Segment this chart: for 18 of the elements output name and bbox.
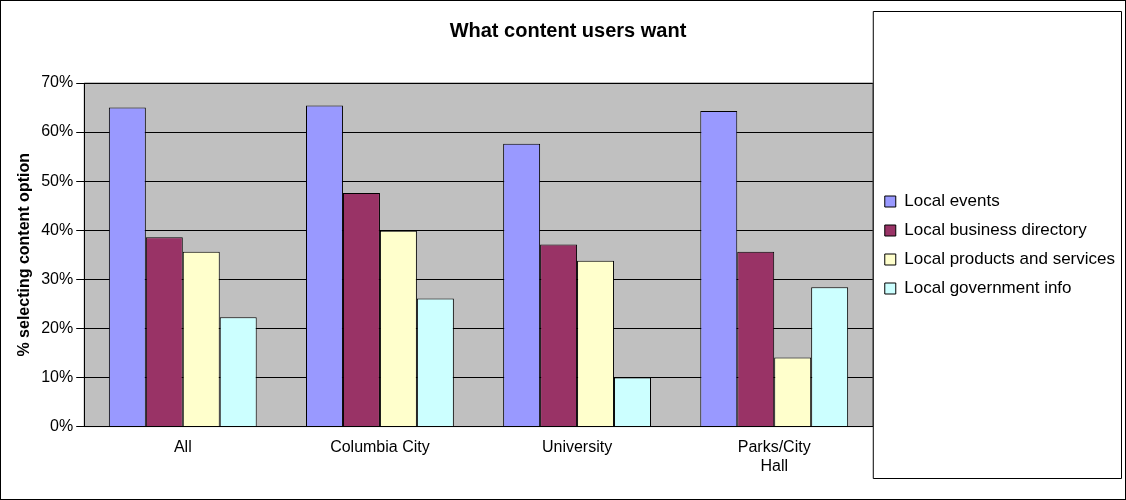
y-tick-label: 70% <box>41 73 74 91</box>
x-tick-label: Parks/City Hall <box>737 437 811 474</box>
y-tick-label: 30% <box>41 269 74 287</box>
x-tick-label: All <box>173 437 192 455</box>
legend-label: Local products and services <box>904 249 1116 269</box>
y-tick-label: 0% <box>50 417 74 435</box>
y-tick-label: 60% <box>41 122 74 140</box>
y-tick-label: 20% <box>41 318 74 336</box>
x-tick-label: Columbia City <box>330 437 430 455</box>
legend-label: Local government info <box>904 278 1072 298</box>
legend-label: Local events <box>904 191 1000 211</box>
legend-label: Local business directory <box>904 220 1088 240</box>
chart-title: What content users want <box>449 18 687 41</box>
y-tick-label: 10% <box>41 367 74 385</box>
y-axis-title: % selecting content option <box>15 153 33 357</box>
y-tick-label: 50% <box>41 171 74 189</box>
y-tick-label: 40% <box>41 220 74 238</box>
x-tick-label: University <box>541 437 613 455</box>
